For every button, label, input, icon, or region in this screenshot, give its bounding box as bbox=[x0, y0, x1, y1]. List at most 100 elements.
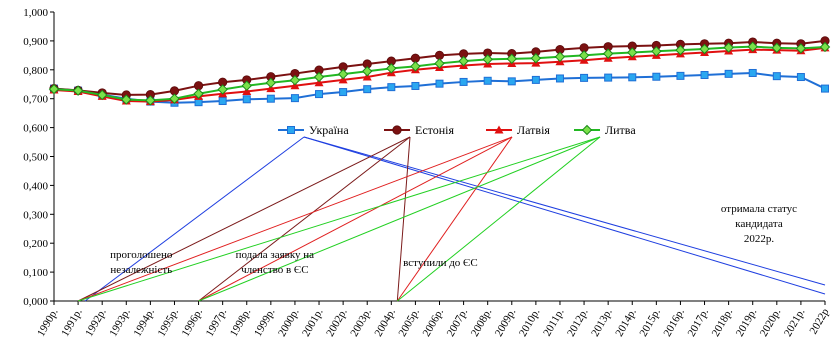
data-point bbox=[435, 79, 444, 88]
chart-annotations: проголошено незалежність подала заявку на ч… bbox=[110, 203, 797, 276]
data-point bbox=[338, 75, 348, 84]
x-tick-label: 2008р. bbox=[469, 306, 495, 338]
x-tick-label: 2018р. bbox=[710, 306, 736, 338]
data-point bbox=[578, 50, 590, 61]
legend-label: Латвія bbox=[517, 123, 550, 137]
chart-series bbox=[48, 36, 831, 107]
data-point bbox=[723, 42, 734, 53]
x-tick-label: 2012р. bbox=[565, 306, 591, 338]
data-point bbox=[580, 73, 589, 82]
y-tick-label: 0,900 bbox=[23, 36, 48, 48]
y-tick-label: 0,400 bbox=[23, 180, 48, 192]
x-tick-label: 2019р. bbox=[734, 306, 760, 338]
data-point bbox=[339, 88, 348, 97]
y-tick-label: 0,200 bbox=[23, 238, 48, 250]
y-tick-label: 0,600 bbox=[23, 123, 48, 135]
y-tick-label: 0,000 bbox=[23, 296, 48, 308]
x-tick-label: 1993р. bbox=[107, 306, 133, 338]
data-point bbox=[821, 84, 829, 93]
data-point bbox=[530, 53, 542, 64]
data-point bbox=[48, 83, 60, 95]
data-point bbox=[313, 71, 325, 83]
y-tick-label: 0,700 bbox=[23, 94, 48, 106]
data-point bbox=[483, 76, 492, 85]
legend-item-4: Литва bbox=[574, 123, 636, 137]
x-tick-label: 1995р. bbox=[156, 306, 182, 338]
data-point bbox=[242, 95, 251, 104]
legend-label: Литва bbox=[605, 123, 636, 137]
connector-line bbox=[198, 136, 513, 302]
data-point bbox=[72, 85, 84, 96]
legend-item-3: Латвія bbox=[486, 123, 550, 137]
data-point bbox=[700, 71, 709, 80]
data-point bbox=[747, 41, 758, 52]
x-tick-label: 2002р. bbox=[324, 306, 350, 338]
data-point bbox=[748, 68, 757, 77]
data-point bbox=[699, 43, 710, 55]
data-point bbox=[652, 72, 661, 81]
data-point bbox=[289, 74, 301, 86]
data-point bbox=[145, 95, 156, 106]
data-point bbox=[819, 41, 831, 53]
connector-line bbox=[77, 136, 601, 302]
x-tick-label: 2014р. bbox=[613, 306, 639, 338]
data-point bbox=[410, 61, 421, 72]
legend-marker bbox=[287, 126, 295, 134]
legend-marker bbox=[494, 125, 504, 134]
chart-legend: Україна Естонія Латвія Литва bbox=[278, 123, 636, 137]
data-point bbox=[218, 97, 227, 106]
data-point bbox=[555, 74, 564, 83]
x-tick-label: 2011р. bbox=[541, 306, 566, 338]
y-tick-label: 0,300 bbox=[23, 209, 48, 221]
legend-connector-lines bbox=[77, 136, 826, 302]
legend-marker bbox=[581, 124, 593, 136]
data-point bbox=[337, 68, 349, 80]
data-point bbox=[506, 53, 517, 65]
connector-line bbox=[77, 136, 411, 302]
annotation-line: незалежність bbox=[110, 264, 172, 276]
y-tick-label: 0,500 bbox=[23, 152, 48, 164]
legend-item-1: Україна bbox=[278, 123, 349, 137]
data-point bbox=[386, 63, 397, 74]
connector-line bbox=[198, 136, 601, 302]
data-point bbox=[724, 69, 733, 78]
data-point bbox=[675, 44, 686, 56]
annotation-2: подала заявку на членство в ЄС bbox=[236, 249, 315, 276]
legend-label: Україна bbox=[309, 123, 349, 137]
x-tick-label: 2001р. bbox=[300, 306, 326, 338]
data-point bbox=[482, 54, 493, 65]
annotation-line: вступили до ЄС bbox=[403, 257, 478, 269]
data-point bbox=[434, 58, 445, 69]
x-tick-label: 1994р. bbox=[131, 306, 157, 338]
data-point bbox=[651, 46, 662, 57]
data-point bbox=[411, 81, 420, 90]
data-point bbox=[121, 94, 132, 105]
x-tick-label: 2010р. bbox=[517, 306, 543, 338]
x-tick-label: 2009р. bbox=[493, 306, 519, 338]
data-point bbox=[266, 84, 276, 93]
x-tick-label: 2013р. bbox=[589, 306, 615, 338]
x-tick-label: 2003р. bbox=[348, 306, 374, 338]
connector-line bbox=[396, 136, 513, 302]
annotation-line: подала заявку на bbox=[236, 249, 315, 261]
data-point bbox=[387, 83, 396, 92]
x-tick-label: 2020р. bbox=[758, 306, 784, 338]
data-point bbox=[241, 80, 252, 91]
data-point bbox=[363, 85, 372, 94]
x-tick-label: 2005р. bbox=[396, 306, 422, 338]
annotation-4: отримала статус кандидата 2022р. bbox=[721, 203, 797, 245]
x-tick-label: 1990р. bbox=[35, 306, 61, 338]
data-point bbox=[627, 47, 638, 58]
x-tick-label: 1998р. bbox=[228, 306, 254, 338]
annotation-line: 2022р. bbox=[744, 233, 775, 245]
connector-line bbox=[303, 136, 826, 295]
data-point bbox=[795, 43, 807, 54]
data-point bbox=[96, 89, 108, 101]
connector-line bbox=[396, 136, 601, 302]
x-tick-label: 2015р. bbox=[637, 306, 663, 338]
data-point bbox=[315, 90, 324, 99]
data-point bbox=[362, 66, 373, 77]
data-point bbox=[458, 55, 469, 67]
connector-line bbox=[77, 136, 513, 302]
annotation-1: проголошено незалежність bbox=[110, 249, 173, 276]
